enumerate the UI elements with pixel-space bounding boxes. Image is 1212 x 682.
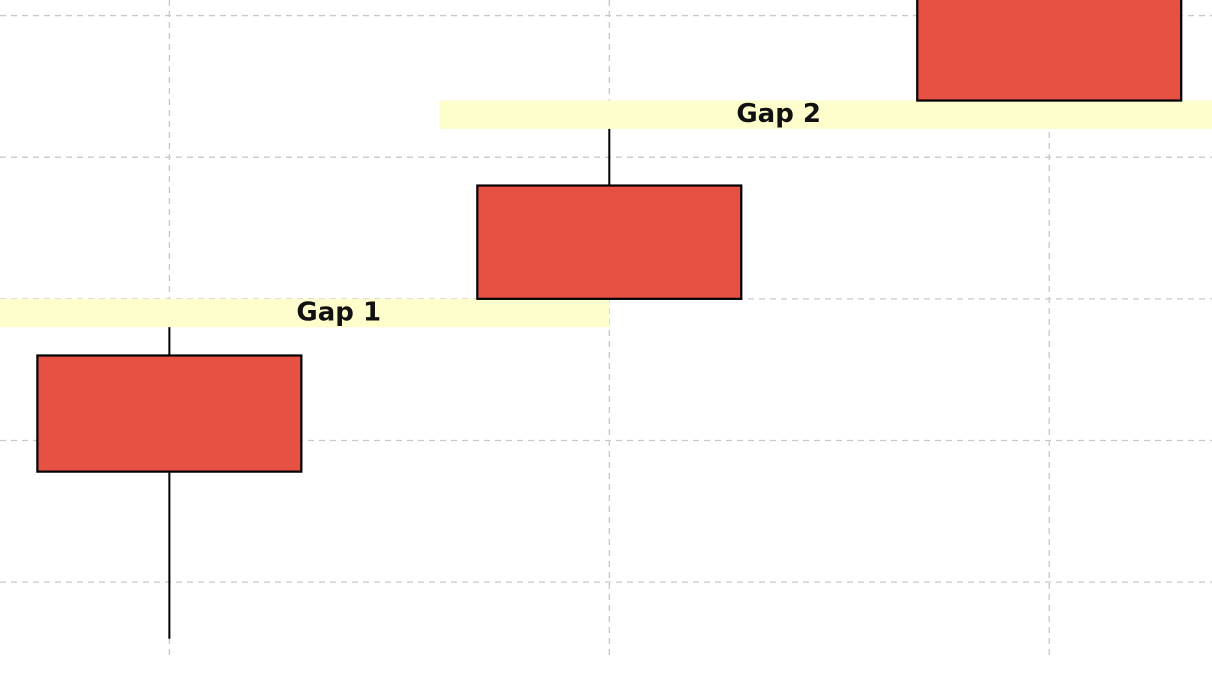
gap-zone bbox=[439, 100, 1212, 129]
candle-layer bbox=[36, 0, 1183, 639]
candle-body bbox=[916, 0, 1183, 102]
gap-zone-layer bbox=[0, 100, 1212, 328]
gap-label-layer: Gap 1 Gap 2 bbox=[296, 99, 821, 327]
candle-body bbox=[476, 184, 743, 300]
gap-label: Gap 2 bbox=[736, 99, 821, 129]
gap-label: Gap 1 bbox=[296, 298, 381, 328]
gap-zone bbox=[0, 298, 610, 328]
candle-body bbox=[36, 354, 303, 473]
